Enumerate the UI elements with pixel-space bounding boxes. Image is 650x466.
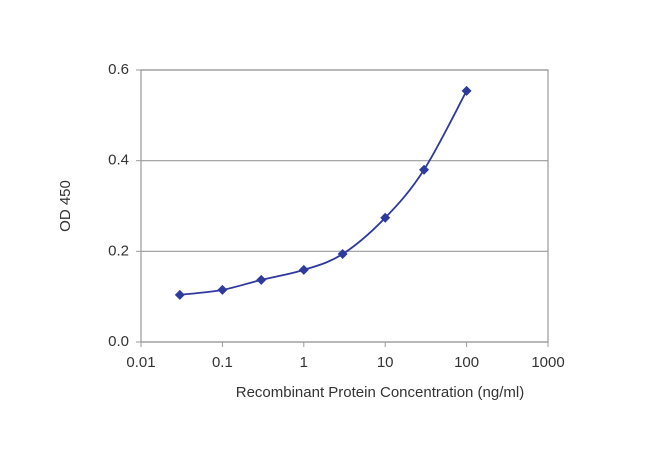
data-point xyxy=(174,289,185,300)
data-point xyxy=(217,284,228,295)
x-tick-label: 100 xyxy=(454,354,479,371)
data-point xyxy=(380,212,391,223)
data-point xyxy=(419,164,430,175)
data-line xyxy=(179,90,468,296)
plot-frame xyxy=(140,69,549,343)
x-tick-label: 10 xyxy=(377,354,394,371)
y-axis-label: OD 450 xyxy=(57,180,74,232)
x-axis-label: Recombinant Protein Concentration (ng/ml… xyxy=(236,384,524,401)
y-tick-label: 0.4 xyxy=(108,152,129,169)
data-point xyxy=(337,249,348,260)
x-tick-label: 0.01 xyxy=(126,354,155,371)
y-tick-label: 0.2 xyxy=(108,242,129,259)
y-tick-label: 0.6 xyxy=(108,61,129,78)
data-point xyxy=(256,274,267,285)
data-point xyxy=(298,264,309,275)
data-point xyxy=(461,85,472,96)
x-tick-label: 1 xyxy=(300,354,308,371)
x-tick-label: 0.1 xyxy=(212,354,233,371)
y-tick-label: 0.0 xyxy=(108,333,129,350)
x-tick-label: 1000 xyxy=(531,354,564,371)
